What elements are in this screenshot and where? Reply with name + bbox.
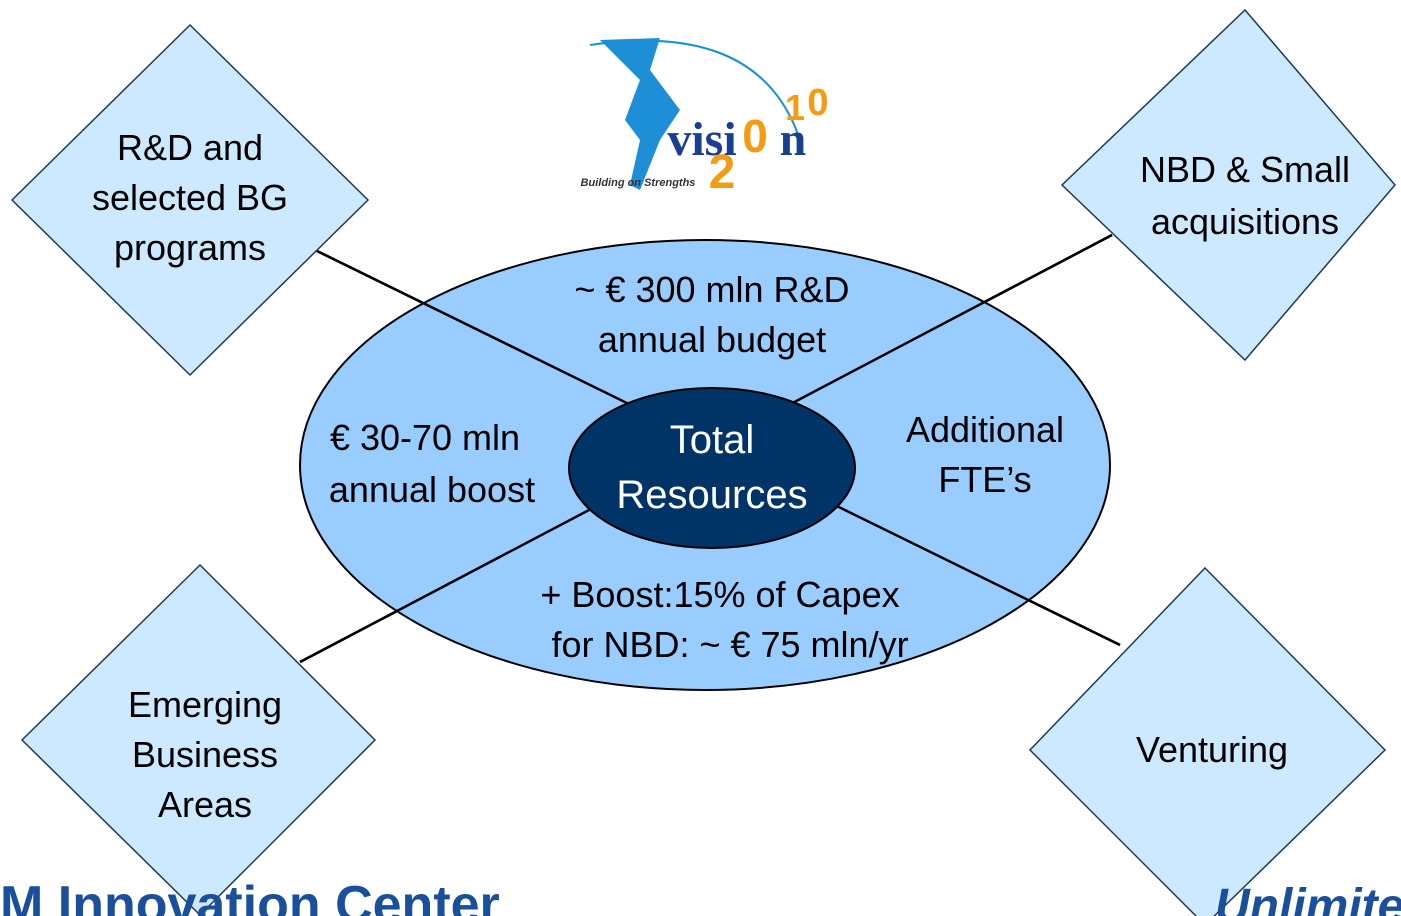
node-label: R&D and [117, 127, 263, 168]
footer-title: M Innovation Center [0, 876, 500, 916]
center-label: Resources [616, 473, 807, 517]
logo-tagline: Building on Strengths [581, 177, 696, 189]
diamond [10, 23, 370, 377]
logo-year: 2 [709, 146, 736, 199]
ring-label: annual boost [329, 469, 535, 510]
node-label: Venturing [1136, 729, 1288, 770]
node-label: Business [132, 734, 278, 775]
node-label: programs [114, 227, 266, 268]
node-label: Emerging [128, 684, 282, 725]
node-label: NBD & Small [1140, 149, 1350, 190]
ring-label: ~ € 300 mln R&D [574, 269, 849, 310]
logo-word: n [780, 113, 807, 166]
node-label: acquisitions [1151, 201, 1339, 242]
logo-year: 0 [807, 82, 828, 124]
center-ellipse [568, 387, 856, 549]
ring-label: annual budget [598, 319, 826, 360]
ring-label: € 30-70 mln [330, 417, 520, 458]
ring-label: FTE’s [938, 459, 1031, 500]
logo-word: visi [667, 113, 736, 166]
ring-label: + Boost:15% of Capex [540, 574, 899, 615]
diamond [1028, 566, 1387, 916]
logo: visi n 2 0 1 0 Building on Strengths [581, 38, 829, 199]
node-label: Areas [158, 784, 252, 825]
center-label: Total [670, 418, 755, 462]
footer-tag: Unlimited [1215, 880, 1401, 916]
ring-label: Additional [906, 409, 1064, 450]
node-label: selected BG [92, 177, 288, 218]
logo-figure [600, 38, 680, 190]
diamond [1060, 8, 1396, 362]
logo-year: 1 [785, 87, 805, 128]
ring-label: for NBD: ~ € 75 mln/yr [551, 624, 908, 665]
logo-year: 0 [742, 110, 768, 162]
diamond [20, 563, 377, 916]
